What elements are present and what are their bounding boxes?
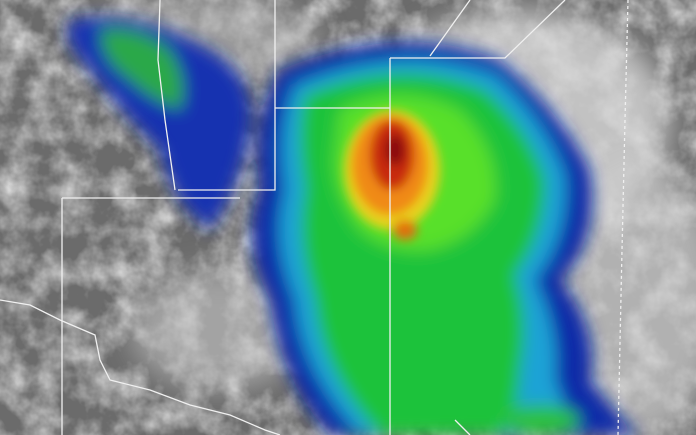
storm-core [344, 110, 440, 240]
boundaries [0, 0, 629, 435]
